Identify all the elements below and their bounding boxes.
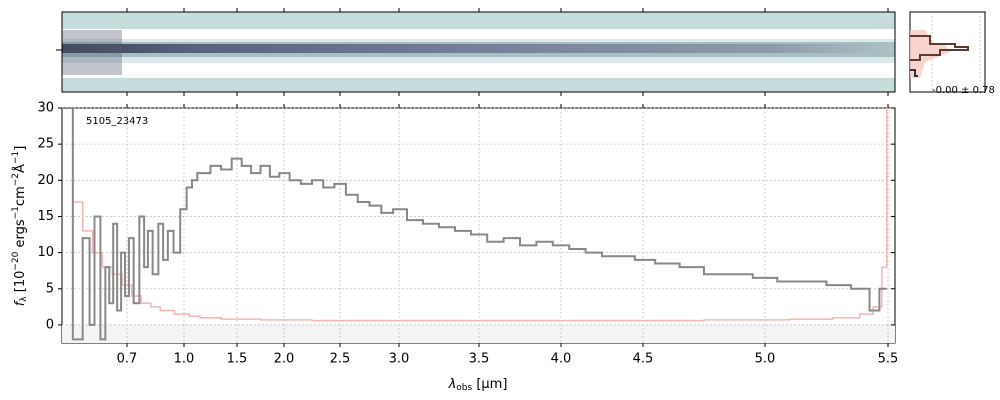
xlabel-part: [μm] bbox=[472, 377, 507, 392]
y-tick-label: 5 bbox=[46, 281, 54, 296]
ylabel-part: Å bbox=[12, 164, 28, 173]
ylabel-part: λ bbox=[19, 296, 29, 302]
x-tick-label: 3.0 bbox=[389, 352, 410, 367]
y-tick-label: 30 bbox=[37, 101, 54, 116]
ylabel-part: −2 bbox=[11, 173, 21, 186]
spectrum-2d bbox=[56, 11, 896, 93]
x-tick-label: 0.7 bbox=[117, 352, 138, 367]
x-tick-label: 2.5 bbox=[330, 352, 351, 367]
ylabel-part: −20 bbox=[11, 251, 21, 270]
profile-label: -0.00 ± 0.78 bbox=[932, 85, 995, 96]
x-tick-label: 3.5 bbox=[469, 352, 490, 367]
xlabel-part: λ bbox=[448, 377, 457, 392]
spectrum-flux bbox=[62, 108, 887, 341]
x-axis-label: λobs [μm] bbox=[448, 377, 508, 393]
profile-panel: -0.00 ± 0.78 bbox=[909, 11, 995, 96]
y-tick-label: 20 bbox=[37, 173, 54, 188]
plot-area bbox=[62, 108, 890, 341]
ylabel-part: cm bbox=[13, 186, 28, 206]
plot-frame bbox=[61, 107, 896, 344]
x-tick-label: 5.0 bbox=[755, 352, 776, 367]
object-label: 5105_23473 bbox=[86, 116, 148, 127]
ylabel-part: ] bbox=[13, 146, 28, 151]
below-zero-band bbox=[62, 324, 895, 343]
ylabel-part: f bbox=[13, 299, 28, 306]
x-tick-label: 2.0 bbox=[274, 352, 295, 367]
xlabel-part: obs bbox=[456, 383, 472, 393]
y-tick-label: 0 bbox=[46, 317, 54, 332]
ylabel-part: −1 bbox=[11, 206, 21, 219]
ylabel-part: ergs bbox=[13, 219, 28, 251]
x-tick-label: 1.0 bbox=[174, 352, 195, 367]
y-tick-label: 15 bbox=[37, 209, 54, 224]
y-tick-label: 25 bbox=[37, 137, 54, 152]
y-tick-label: 10 bbox=[37, 245, 54, 260]
x-tick-label: 4.0 bbox=[551, 352, 572, 367]
x-tick-label: 1.5 bbox=[227, 352, 248, 367]
x-tick-label: 5.5 bbox=[878, 352, 899, 367]
x-tick-label: 4.5 bbox=[633, 352, 654, 367]
ylabel-part: −1 bbox=[11, 151, 21, 164]
ylabel-part: [10 bbox=[13, 271, 28, 297]
y-axis-label: fλ [10−20 ergs−1cm−2Å−1] bbox=[11, 146, 29, 307]
